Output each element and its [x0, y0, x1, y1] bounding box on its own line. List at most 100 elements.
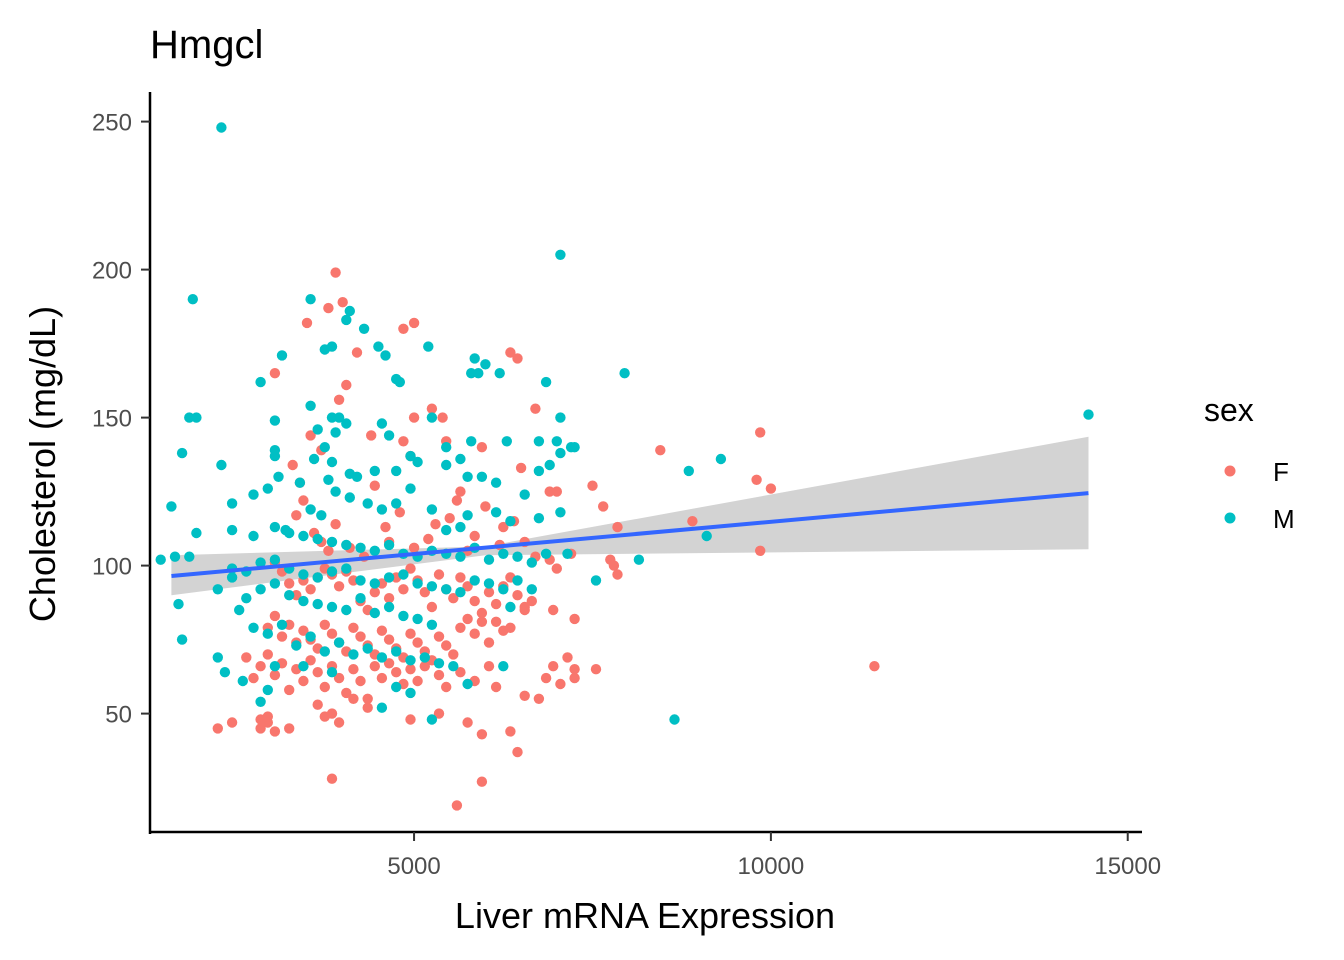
data-point-F [312, 699, 323, 710]
data-point-M [476, 471, 488, 482]
data-point-F [369, 661, 380, 672]
data-point-M [590, 575, 602, 586]
data-point-M [326, 566, 338, 577]
data-point-M [298, 661, 309, 672]
data-point-F [380, 521, 391, 533]
data-point-M [455, 551, 466, 562]
data-point-F [412, 637, 423, 648]
data-point-M [284, 590, 295, 601]
data-point-M [237, 675, 248, 687]
data-point-M [412, 578, 423, 589]
data-point-F [330, 267, 341, 278]
data-point-F [398, 584, 409, 595]
data-point-M [344, 492, 355, 503]
data-point-F [555, 678, 566, 690]
data-point-F [548, 661, 559, 672]
data-point-F [398, 436, 409, 447]
data-point-M [480, 359, 491, 370]
data-point-M [533, 465, 545, 477]
data-point-F [369, 480, 380, 491]
data-point-M [344, 305, 355, 317]
data-point-M [262, 483, 273, 494]
data-point-F [276, 631, 288, 642]
data-point-M [291, 640, 302, 651]
data-point-M [276, 619, 288, 630]
data-point-F [341, 379, 352, 391]
data-point-M [341, 418, 352, 429]
data-point-F [462, 581, 473, 592]
data-point-F [398, 323, 409, 334]
data-point-F [298, 495, 309, 506]
data-point-F [476, 776, 488, 787]
data-point-M [333, 637, 345, 648]
data-point-F [226, 717, 238, 728]
data-point-F [612, 521, 623, 533]
data-point-F [569, 672, 580, 684]
data-point-M [269, 578, 281, 589]
data-point-F [533, 693, 545, 704]
data-point-M [512, 575, 523, 586]
data-point-M [555, 507, 566, 518]
data-point-F [476, 729, 488, 740]
data-point-M [326, 341, 338, 352]
legend-key-F [1224, 465, 1236, 477]
data-point-F [269, 669, 281, 681]
data-point-F [362, 693, 373, 704]
data-point-F [433, 669, 445, 681]
data-point-M [383, 430, 395, 441]
data-point-M [155, 554, 166, 565]
data-point-M [441, 459, 452, 471]
data-point-F [405, 563, 416, 574]
data-point-M [473, 368, 484, 379]
data-point-M [323, 474, 334, 485]
data-point-F [323, 545, 334, 556]
data-point-M [419, 652, 430, 663]
data-point-M [498, 661, 509, 672]
data-point-M [462, 510, 473, 521]
data-point-F [755, 427, 766, 438]
data-point-F [248, 672, 259, 684]
data-point-F [476, 607, 488, 619]
data-point-F [590, 664, 602, 675]
data-point-M [248, 622, 259, 633]
legend-title: sex [1204, 392, 1254, 428]
x-tick-label: 15000 [1094, 853, 1161, 880]
data-point-F [419, 587, 430, 598]
data-point-M [376, 702, 388, 713]
data-point-M [305, 504, 316, 515]
data-point-M [341, 539, 352, 551]
data-point-F [255, 723, 266, 734]
data-point-M [490, 507, 502, 518]
data-point-M [341, 314, 352, 326]
data-point-M [441, 442, 452, 453]
data-point-M [412, 456, 423, 468]
data-point-M [494, 368, 505, 379]
data-point-F [598, 501, 609, 512]
data-point-M [394, 376, 405, 388]
data-point-M [262, 628, 273, 639]
data-point-M [351, 471, 363, 482]
data-point-M [184, 551, 195, 562]
data-point-F [333, 717, 345, 728]
data-point-M [341, 604, 352, 616]
data-point-M [555, 447, 566, 459]
data-point-F [869, 661, 880, 672]
data-point-F [505, 347, 516, 358]
data-point-F [765, 483, 777, 494]
data-point-M [312, 598, 323, 610]
data-point-M [255, 696, 266, 707]
data-point-F [455, 486, 466, 497]
data-point-F [305, 655, 316, 666]
data-point-F [305, 430, 316, 441]
data-point-M [326, 601, 338, 613]
data-point-F [284, 578, 295, 589]
data-point-F [441, 681, 452, 693]
data-point-M [269, 521, 281, 533]
data-point-F [519, 690, 530, 701]
data-point-M [512, 551, 523, 562]
data-point-M [441, 584, 452, 595]
data-point-M [273, 471, 284, 482]
data-point-F [512, 746, 523, 758]
data-point-F [687, 516, 698, 527]
